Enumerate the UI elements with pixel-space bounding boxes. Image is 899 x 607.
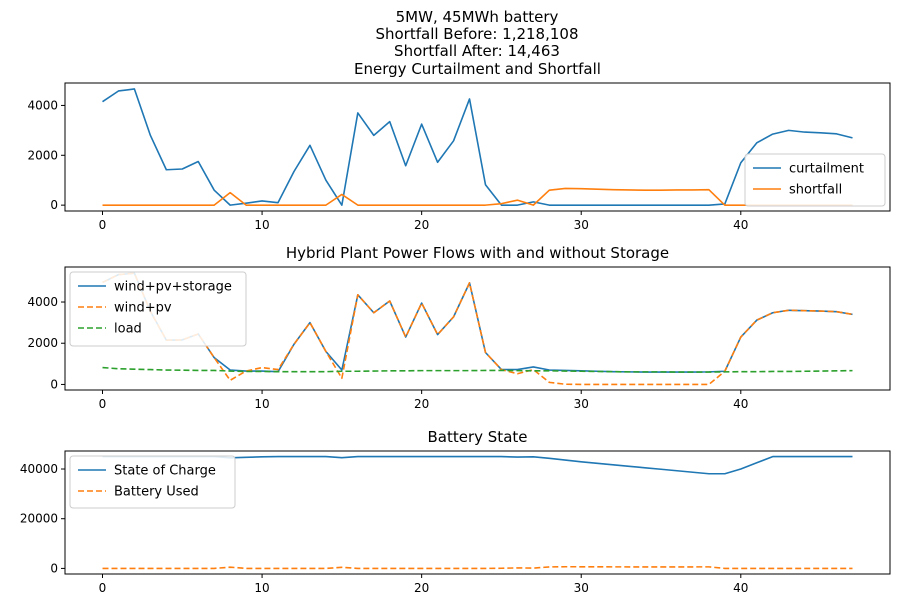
legend: wind+pv+storage wind+pv load xyxy=(69,271,247,347)
series-group xyxy=(102,272,853,386)
x-tick-label: 10 xyxy=(254,581,269,595)
legend: State of Charge Battery Used xyxy=(69,455,236,509)
x-tick-label: 40 xyxy=(733,581,748,595)
y-tick-label: 4000 xyxy=(27,295,58,309)
y-tick-label: 20000 xyxy=(20,512,58,526)
series-line-battery-used xyxy=(102,565,853,570)
axes-frame xyxy=(64,82,891,212)
chart-2: Hybrid Plant Power Flows with and withou… xyxy=(27,244,891,411)
x-tick-label: 30 xyxy=(574,581,589,595)
legend: curtailment shortfall xyxy=(744,153,886,207)
legend-label: Battery Used xyxy=(114,485,199,500)
x-tick-label: 0 xyxy=(99,581,107,595)
x-tick-label: 20 xyxy=(414,581,429,595)
legend-label: curtailment xyxy=(789,162,864,177)
legend-box xyxy=(69,455,236,509)
chart-title: Battery State xyxy=(428,428,528,446)
y-tick-label: 2000 xyxy=(27,336,58,350)
figure-header-line-3: Shortfall After: 14,463 xyxy=(394,42,560,60)
y-tick-label: 0 xyxy=(50,198,58,212)
figure-header-line-1: 5MW, 45MWh battery xyxy=(396,8,559,26)
x-tick-label: 10 xyxy=(254,218,269,232)
x-tick-label: 0 xyxy=(99,218,107,232)
x-tick-label: 10 xyxy=(254,397,269,411)
x-tick-label: 20 xyxy=(414,218,429,232)
legend-label: wind+pv+storage xyxy=(114,280,232,295)
series-line-load xyxy=(102,366,853,373)
legend-label: wind+pv xyxy=(114,301,172,316)
chart-title: Hybrid Plant Power Flows with and withou… xyxy=(286,244,669,262)
chart-3: Battery State 0 10 20 30 40 0 20000 40000 State o… xyxy=(20,428,891,595)
x-tick-label: 0 xyxy=(99,397,107,411)
y-tick-label: 4000 xyxy=(27,98,58,112)
series-line-shortfall xyxy=(102,187,853,206)
chart-panels: Energy Curtailment and Shortfall 0 10 20 30 4… xyxy=(20,60,891,595)
axes-frame xyxy=(64,266,891,391)
x-tick-label: 30 xyxy=(574,218,589,232)
series-group xyxy=(102,88,853,206)
series-line-wind-pv xyxy=(102,272,853,386)
chart-1: Energy Curtailment and Shortfall 0 10 20 30 4… xyxy=(27,60,891,232)
legend-label: load xyxy=(114,322,142,337)
y-tick-label: 0 xyxy=(50,561,58,575)
legend-label: shortfall xyxy=(789,183,842,198)
y-tick-label: 40000 xyxy=(20,462,58,476)
y-tick-label: 0 xyxy=(50,377,58,391)
figure-header: 5MW, 45MWh battery Shortfall Before: 1,2… xyxy=(375,8,578,60)
x-tick-label: 20 xyxy=(414,397,429,411)
series-line-curtailment xyxy=(102,88,853,206)
y-tick-label: 2000 xyxy=(27,148,58,162)
axes-frame xyxy=(64,450,891,575)
legend-box xyxy=(744,153,886,207)
chart-title: Energy Curtailment and Shortfall xyxy=(354,60,601,78)
figure-header-line-2: Shortfall Before: 1,218,108 xyxy=(375,25,578,43)
legend-label: State of Charge xyxy=(114,464,216,479)
legend-box xyxy=(69,271,247,347)
x-tick-label: 30 xyxy=(574,397,589,411)
x-tick-label: 40 xyxy=(733,397,748,411)
x-tick-label: 40 xyxy=(733,218,748,232)
